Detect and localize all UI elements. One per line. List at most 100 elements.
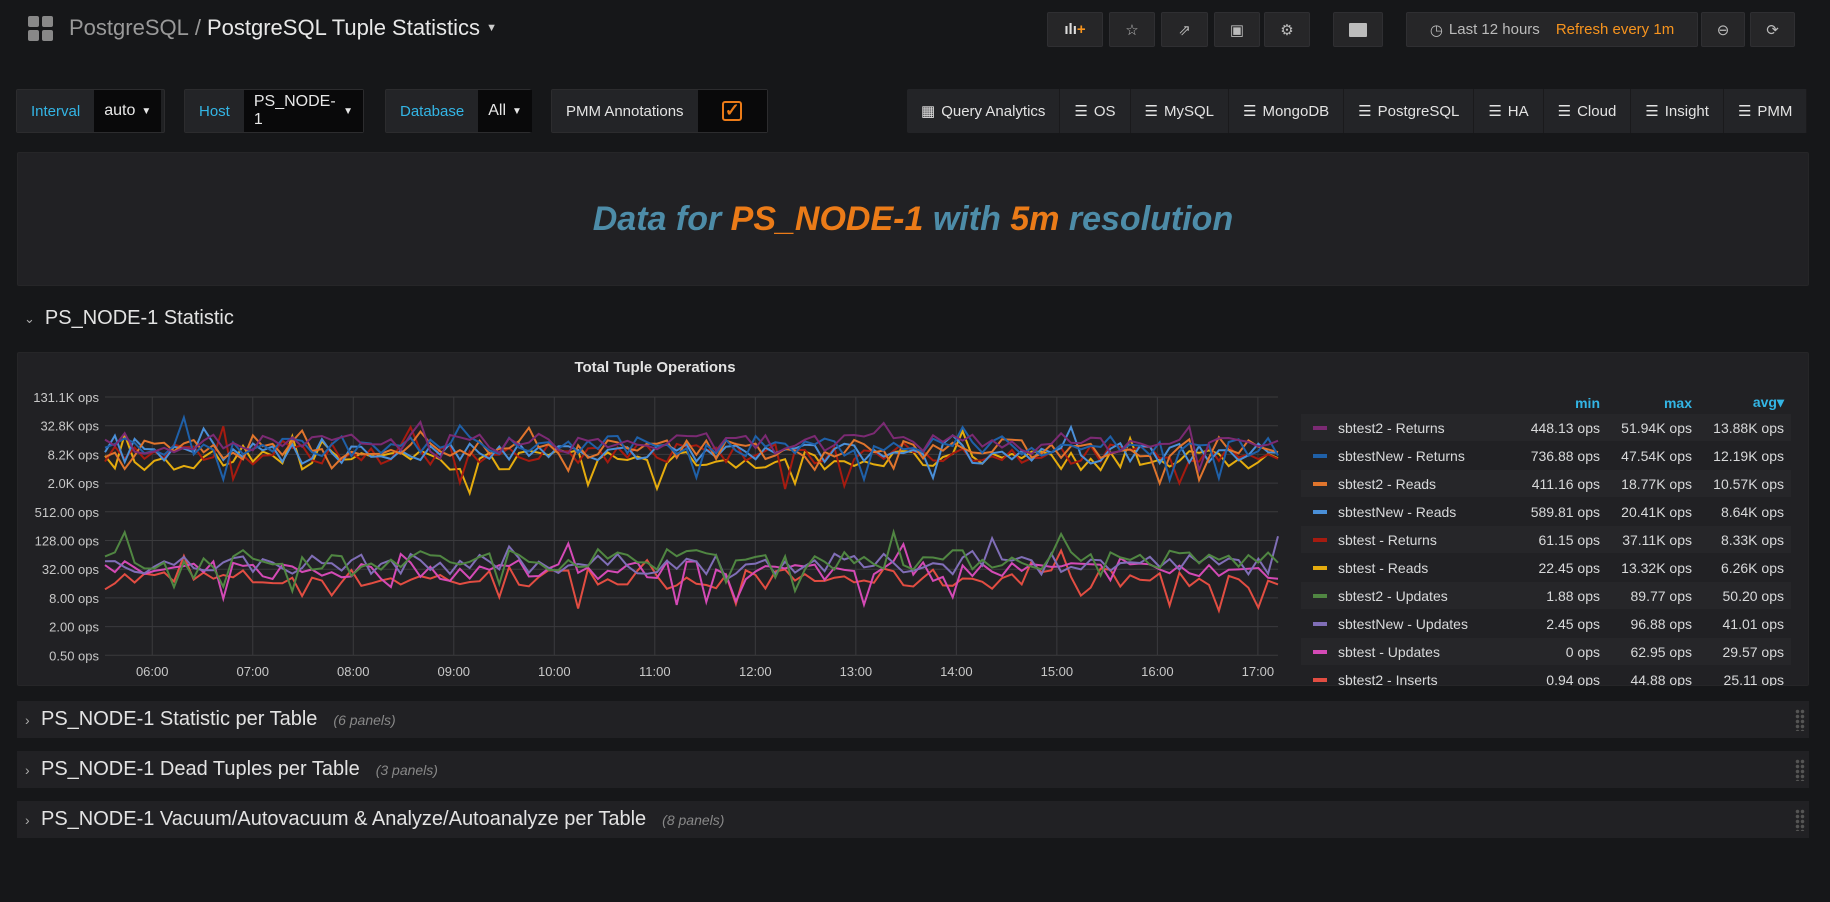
list-icon: ☰	[1488, 103, 1502, 120]
graph-panel	[17, 352, 1809, 686]
y-tick-label: 128.00 ops	[35, 534, 100, 549]
gear-icon: ⚙	[1280, 21, 1294, 39]
section-row-header[interactable]: ⌄ PS_NODE-1 Statistic	[24, 307, 234, 330]
host-value: PS_NODE-1	[253, 93, 336, 128]
banner-text: Data for PS_NODE-1 with 5m resolution	[592, 199, 1234, 238]
x-tick-label: 12:00	[739, 664, 772, 679]
database-variable[interactable]: Database All ▼	[385, 89, 532, 133]
y-tick-label: 2.0K ops	[48, 476, 100, 491]
add-panel-button[interactable]: ılı+	[1047, 12, 1103, 47]
refresh-button[interactable]: ⟳	[1750, 12, 1795, 47]
dashboard-link-cloud[interactable]: ☰ Cloud	[1544, 89, 1632, 133]
dashboard-link-os[interactable]: ☰ OS	[1060, 89, 1131, 133]
series-line-sbtest2-reads	[104, 425, 1279, 487]
star-icon: ☆	[1125, 21, 1139, 39]
list-icon: ☰	[1557, 103, 1572, 120]
share-icon: ⇗	[1178, 21, 1191, 39]
y-tick-label: 32.8K ops	[40, 419, 99, 434]
text-panel: Data for PS_NODE-1 with 5m resolution	[17, 152, 1809, 286]
y-tick-label: 0.50 ops	[49, 648, 99, 663]
pmm-annotations-toggle[interactable]: PMM Annotations ✓	[551, 89, 768, 133]
x-tick-label: 16:00	[1141, 664, 1174, 679]
database-select[interactable]: All ▼	[478, 90, 532, 132]
interval-variable[interactable]: Interval auto ▼	[16, 89, 165, 133]
x-tick-label: 15:00	[1041, 664, 1074, 679]
y-tick-label: 8.2K ops	[48, 447, 100, 462]
collapsed-row[interactable]: › PS_NODE-1 Dead Tuples per Table (3 panel…	[17, 751, 1809, 788]
chevron-right-icon: ›	[25, 761, 30, 778]
series-line-sbtestnew-reads	[104, 424, 1279, 481]
x-tick-label: 11:00	[639, 664, 671, 679]
series-line-sbtest-reads	[104, 428, 1279, 497]
save-button[interactable]: ▣	[1214, 12, 1260, 47]
dashboard-link-insight[interactable]: ☰ Insight	[1631, 89, 1724, 133]
list-icon: ☰	[1074, 103, 1088, 120]
panel-count: (3 panels)	[375, 761, 438, 778]
y-tick-label: 512.00 ops	[35, 505, 100, 520]
caret-down-icon: ▼	[343, 105, 353, 117]
dashboard-title[interactable]: PostgreSQL Tuple Statistics	[206, 15, 481, 40]
caret-down-icon[interactable]: ▼	[486, 22, 497, 34]
interval-label: Interval	[17, 90, 95, 132]
interval-value: auto	[104, 102, 136, 119]
drag-handle-icon[interactable]	[1795, 809, 1805, 831]
list-icon: ☰	[1737, 103, 1752, 120]
x-tick-label: 06:00	[136, 664, 169, 679]
annotations-checkbox[interactable]: ✓	[697, 90, 767, 132]
zoom-out-icon: ⊖	[1716, 21, 1730, 39]
series-line-sbtest2-inserts	[104, 547, 1279, 614]
series-line-sbtestnew-returns	[104, 414, 1279, 484]
series-line-sbtest-updates	[104, 540, 1279, 609]
dashboard-links: ▦ Query Analytics ☰ OS ☰ MySQL ☰ MongoDB ☰ Postgr…	[907, 89, 1808, 133]
grid-icon: ▦	[921, 103, 936, 120]
dashboard-link-query-analytics[interactable]: ▦ Query Analytics	[907, 89, 1061, 133]
drag-handle-icon[interactable]	[1795, 759, 1805, 781]
tv-mode-icon	[1349, 22, 1367, 37]
refresh-icon: ⟳	[1766, 21, 1779, 39]
zoom-out-button[interactable]: ⊖	[1701, 12, 1745, 47]
folder-link[interactable]: PostgreSQL	[69, 15, 189, 40]
time-range: Last 12 hours	[1448, 21, 1540, 38]
star-button[interactable]: ☆	[1109, 12, 1155, 47]
series-line-sbtest2-updates	[104, 528, 1279, 595]
list-icon: ☰	[1645, 103, 1659, 120]
breadcrumb[interactable]: PostgreSQL / PostgreSQL Tuple Statistics…	[69, 15, 497, 41]
caret-down-icon: ▼	[141, 105, 152, 117]
dashboard-link-mongodb[interactable]: ☰ MongoDB	[1229, 89, 1345, 133]
series-line-sbtest2-returns	[104, 419, 1279, 474]
caret-down-icon: ▼	[512, 105, 522, 117]
x-tick-label: 08:00	[337, 664, 370, 679]
drag-handle-icon[interactable]	[1795, 709, 1805, 731]
chevron-right-icon: ›	[25, 711, 30, 728]
row-title: PS_NODE-1 Vacuum/Autovacuum & Analyze/Au…	[41, 808, 647, 830]
row-title: PS_NODE-1 Dead Tuples per Table	[41, 758, 360, 780]
x-tick-label: 09:00	[438, 664, 471, 679]
section-title: PS_NODE-1 Statistic	[44, 307, 234, 329]
host-select[interactable]: PS_NODE-1 ▼	[243, 90, 363, 132]
add-panel-icon: ılı+	[1064, 21, 1086, 38]
panel-count: (6 panels)	[333, 711, 396, 728]
interval-select[interactable]: auto ▼	[94, 90, 162, 132]
dashboard-link-pmm[interactable]: ☰ PMM	[1724, 89, 1808, 133]
time-picker[interactable]: ◷ Last 12 hours Refresh every 1m	[1406, 12, 1698, 47]
settings-button[interactable]: ⚙	[1264, 12, 1310, 47]
collapsed-row[interactable]: › PS_NODE-1 Vacuum/Autovacuum & Analyze/A…	[17, 801, 1809, 838]
clock-icon: ◷	[1429, 21, 1443, 39]
y-tick-label: 8.00 ops	[49, 591, 99, 606]
share-button[interactable]: ⇗	[1161, 12, 1208, 47]
tv-mode-button[interactable]	[1333, 12, 1383, 47]
list-icon: ☰	[1243, 103, 1257, 120]
chart-plot[interactable]: 131.1K ops 32.8K ops 8.2K ops 2.0K ops 512.0…	[17, 352, 1297, 686]
host-variable[interactable]: Host PS_NODE-1 ▼	[184, 89, 364, 133]
dashboard-link-postgresql[interactable]: ☰ PostgreSQL	[1344, 89, 1475, 133]
y-tick-label: 131.1K ops	[33, 390, 99, 405]
panel-title[interactable]: Total Tuple Operations	[574, 359, 736, 376]
dashboard-link-ha[interactable]: ☰ HA	[1474, 89, 1544, 133]
y-tick-label: 2.00 ops	[49, 620, 99, 635]
x-tick-label: 14:00	[940, 664, 973, 679]
dashboard-link-mysql[interactable]: ☰ MySQL	[1131, 89, 1230, 133]
y-tick-label: 32.00 ops	[42, 562, 100, 577]
dashboard-grid-icon[interactable]	[28, 16, 53, 41]
collapsed-row[interactable]: › PS_NODE-1 Statistic per Table (6 panels)	[17, 701, 1809, 738]
x-tick-label: 13:00	[840, 664, 873, 679]
